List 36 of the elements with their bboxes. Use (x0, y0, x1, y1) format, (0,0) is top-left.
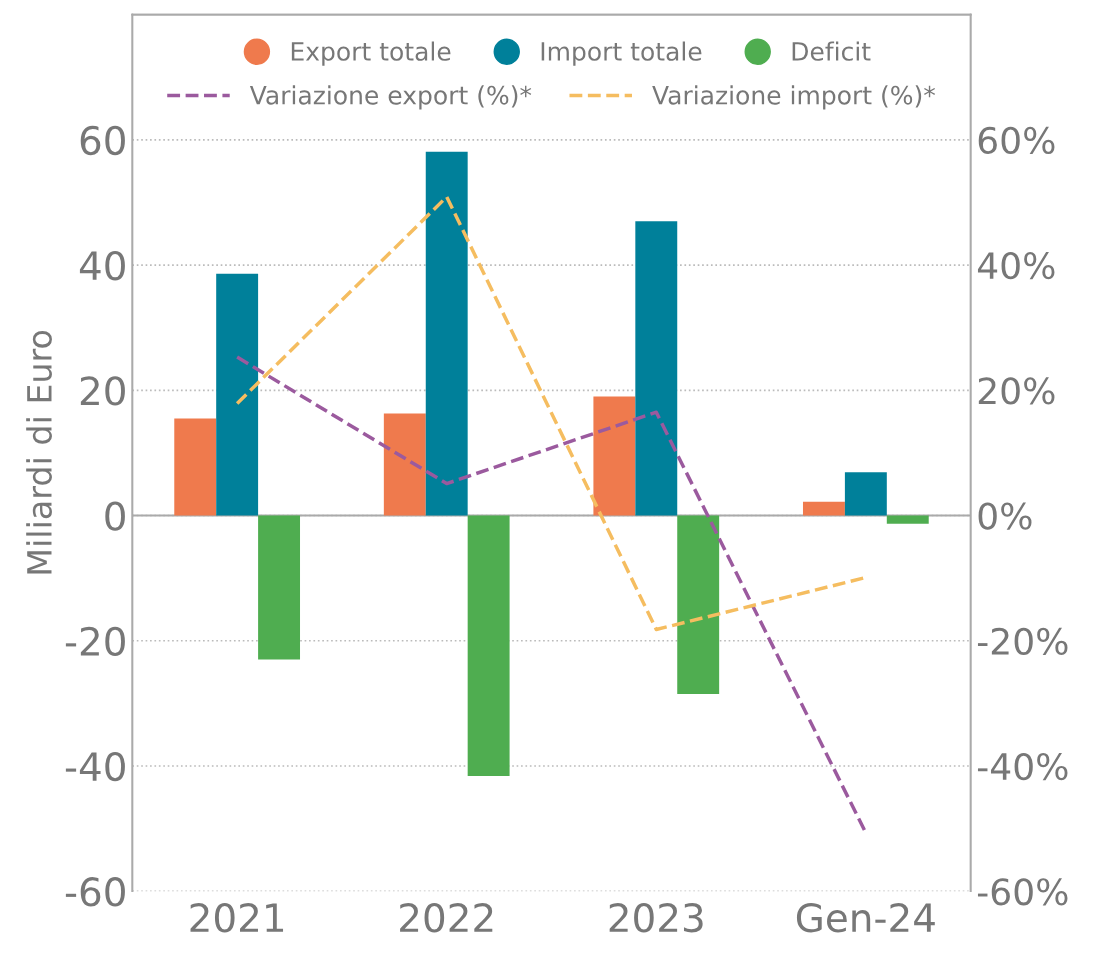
y-tick-label: 40 (79, 250, 125, 281)
y2-tick-label: -20% (977, 627, 1068, 655)
y-tick-label: -20 (65, 626, 125, 657)
x-tick-label: 2021 (190, 903, 284, 933)
bar (216, 273, 259, 516)
bar (635, 221, 678, 516)
y2-tick-label: 40% (977, 251, 1055, 280)
bar (677, 515, 720, 694)
legend-label: Variazione import (%)* (652, 85, 936, 110)
y-tick-label: -60 (65, 877, 125, 907)
y2-tick-label: 60% (978, 126, 1055, 155)
y2-tick-label: 20% (978, 377, 1055, 405)
bar (258, 515, 301, 660)
bar (383, 413, 426, 516)
legend-label: Variazione export (%)* (249, 85, 532, 110)
y2-tick-label: 0% (978, 502, 1032, 530)
bar (802, 501, 845, 516)
bar (593, 396, 636, 516)
bar (886, 515, 929, 524)
y-tick-label: 20 (80, 376, 125, 406)
y2-tick-label: -40% (977, 752, 1068, 781)
bar (467, 515, 510, 776)
bar (844, 472, 887, 516)
y-tick-label: 60 (80, 125, 125, 156)
legend-label: Deficit (792, 41, 871, 61)
y-tick-label: 0 (105, 501, 125, 531)
x-tick-label: Gen-24 (796, 903, 935, 933)
legend-label: Import totale (541, 41, 702, 66)
y2-tick-label: -60% (977, 878, 1068, 906)
x-tick-label: 2022 (400, 903, 493, 933)
legend-label: Export totale (291, 41, 451, 66)
bar (174, 418, 217, 516)
y-axis-title: Miliardi di Euro (26, 330, 52, 574)
y-tick-label: -40 (65, 751, 125, 782)
x-tick-label: 2023 (609, 903, 703, 933)
bar (425, 151, 468, 516)
